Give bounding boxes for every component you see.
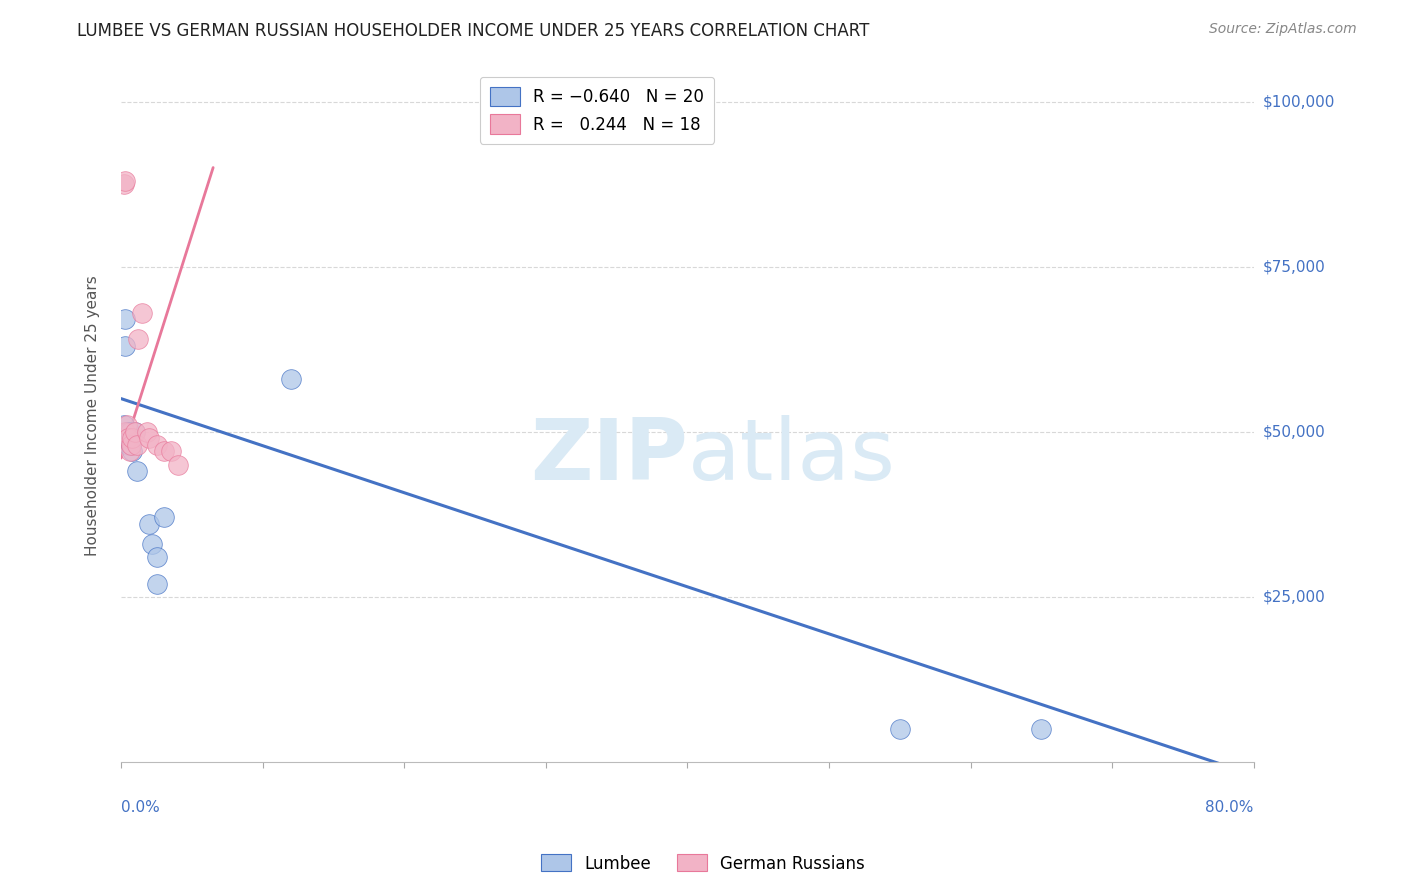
- Point: [114, 174, 136, 188]
- Point: [135, 425, 157, 439]
- Point: [152, 444, 174, 458]
- Point: [121, 444, 143, 458]
- Text: 80.0%: 80.0%: [1205, 800, 1254, 815]
- Point: [121, 431, 143, 445]
- Point: [117, 438, 139, 452]
- Point: [145, 550, 167, 565]
- Legend: Lumbee, German Russians: Lumbee, German Russians: [534, 847, 872, 880]
- Text: $50,000: $50,000: [1263, 425, 1326, 439]
- Point: [118, 444, 141, 458]
- Point: [141, 537, 163, 551]
- Point: [138, 431, 160, 445]
- Point: [138, 517, 160, 532]
- Point: [115, 418, 138, 433]
- Text: ZIP: ZIP: [530, 416, 688, 499]
- Point: [120, 438, 142, 452]
- Point: [114, 425, 136, 439]
- Point: [112, 177, 135, 191]
- Point: [124, 425, 146, 439]
- Point: [889, 722, 911, 736]
- Point: [145, 438, 167, 452]
- Point: [124, 425, 146, 439]
- Point: [114, 312, 136, 326]
- Point: [145, 576, 167, 591]
- Point: [280, 372, 302, 386]
- Point: [131, 306, 153, 320]
- Text: Source: ZipAtlas.com: Source: ZipAtlas.com: [1209, 22, 1357, 37]
- Point: [120, 438, 142, 452]
- Point: [125, 438, 148, 452]
- Y-axis label: Householder Income Under 25 years: Householder Income Under 25 years: [86, 275, 100, 556]
- Point: [112, 418, 135, 433]
- Text: $25,000: $25,000: [1263, 590, 1326, 604]
- Point: [1031, 722, 1053, 736]
- Point: [115, 425, 138, 439]
- Point: [117, 431, 139, 445]
- Point: [166, 458, 188, 472]
- Point: [118, 425, 141, 439]
- Text: LUMBEE VS GERMAN RUSSIAN HOUSEHOLDER INCOME UNDER 25 YEARS CORRELATION CHART: LUMBEE VS GERMAN RUSSIAN HOUSEHOLDER INC…: [77, 22, 870, 40]
- Text: atlas: atlas: [688, 416, 896, 499]
- Text: $100,000: $100,000: [1263, 94, 1336, 109]
- Point: [111, 431, 134, 445]
- Text: 0.0%: 0.0%: [121, 800, 160, 815]
- Legend: R = −0.640   N = 20, R =   0.244   N = 18: R = −0.640 N = 20, R = 0.244 N = 18: [479, 77, 714, 144]
- Point: [152, 510, 174, 524]
- Point: [114, 339, 136, 353]
- Point: [127, 332, 149, 346]
- Point: [159, 444, 181, 458]
- Text: $75,000: $75,000: [1263, 259, 1326, 274]
- Point: [117, 425, 139, 439]
- Point: [125, 464, 148, 478]
